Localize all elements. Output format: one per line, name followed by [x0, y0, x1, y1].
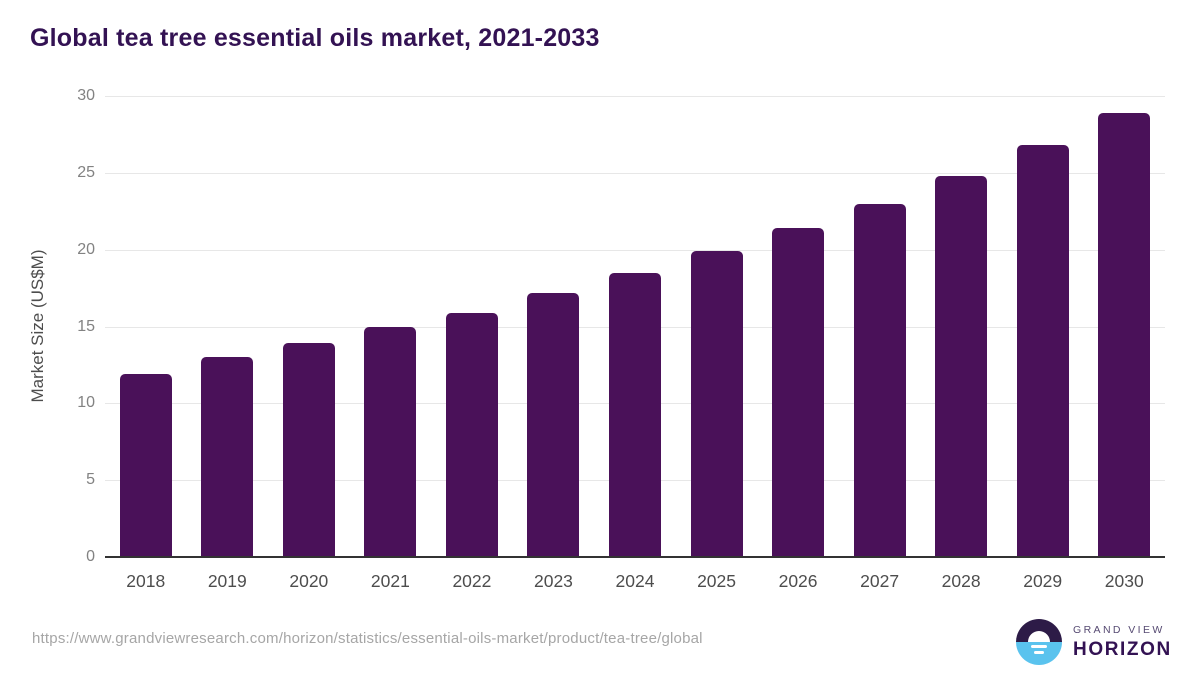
x-tick-label-2025: 2025	[697, 571, 736, 591]
y-tick-label-25: 25	[77, 163, 95, 181]
bar-2018	[119, 374, 172, 557]
x-tick-label-2030: 2030	[1104, 571, 1144, 591]
x-tick-label-2026: 2026	[778, 571, 818, 591]
plot-area	[105, 96, 1165, 558]
bar-2024	[609, 272, 661, 557]
bar-2026	[772, 228, 825, 557]
horizon-sun-logo-icon	[1016, 619, 1062, 665]
x-tick-label-2018: 2018	[126, 571, 166, 591]
bar-2027	[853, 203, 906, 557]
x-tick-label-2028: 2028	[941, 571, 981, 591]
bar-2021	[364, 326, 417, 557]
source-url: https://www.grandviewresearch.com/horizo…	[32, 630, 703, 647]
x-tick-label-2022: 2022	[452, 571, 492, 591]
x-tick-label-2020: 2020	[289, 571, 329, 591]
x-tick-label-2019: 2019	[207, 571, 247, 591]
x-tick-label-2027: 2027	[860, 571, 900, 591]
bar-2025	[690, 251, 743, 557]
bar-2022	[445, 312, 498, 557]
x-tick-label-2021: 2021	[370, 571, 410, 591]
logo-text-horizon: HORIZON	[1073, 638, 1172, 660]
gridline-20	[105, 249, 1165, 251]
gridline-25	[105, 172, 1165, 174]
y-tick-label-20: 20	[77, 240, 95, 258]
x-tick-label-2024: 2024	[615, 571, 655, 591]
chart-title: Global tea tree essential oils market, 2…	[30, 24, 600, 52]
grand-view-horizon-logo: GRAND VIEW HORIZON	[1016, 619, 1172, 665]
y-tick-label-10: 10	[77, 394, 95, 412]
x-tick-label-2029: 2029	[1023, 571, 1063, 591]
x-axis-line	[105, 556, 1165, 558]
bar-2030	[1098, 112, 1151, 557]
y-tick-label-30: 30	[77, 87, 95, 104]
x-tick-label-2023: 2023	[533, 571, 573, 591]
bar-2023	[527, 292, 580, 557]
y-tick-label-15: 15	[77, 317, 95, 335]
gridline-30	[105, 96, 1165, 97]
y-tick-label-0: 0	[86, 548, 95, 565]
bar-2029	[1016, 145, 1069, 557]
logo-text-grand-view: GRAND VIEW	[1073, 624, 1165, 637]
logo-wordmark: GRAND VIEW HORIZON	[1073, 625, 1172, 659]
bar-2020	[282, 343, 335, 557]
bar-2028	[935, 175, 988, 557]
bar-2019	[201, 357, 254, 557]
y-tick-label-5: 5	[86, 471, 95, 489]
